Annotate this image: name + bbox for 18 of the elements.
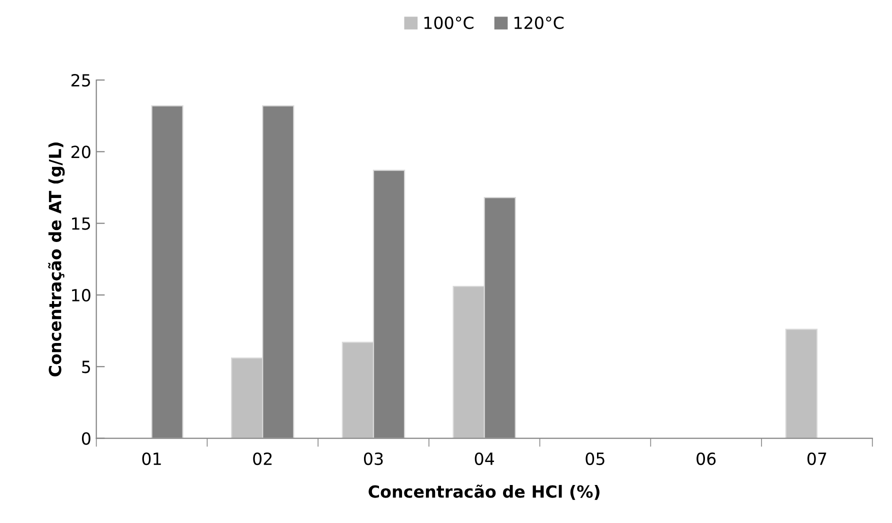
x-tick-label: 01 (142, 452, 161, 466)
x-tick-label: 02 (253, 452, 272, 466)
y-tick-label: 5 (82, 360, 90, 374)
y-tick-label: 15 (72, 218, 90, 230)
y-tick-label: 25 (71, 74, 90, 87)
y-tick-label: 20 (71, 146, 90, 158)
x-axis-title: Concentracão de HCl (%) (368, 484, 600, 500)
x-tick-label: 05 (586, 452, 604, 466)
legend-label: 120°C (514, 16, 564, 30)
bar (785, 328, 818, 438)
y-axis-title: Concentração de AT (g/L) (48, 142, 65, 376)
x-tick-label: 03 (364, 452, 383, 466)
x-tick-label: 07 (807, 452, 826, 466)
y-tick-label: 0 (82, 432, 90, 445)
y-tick-label: 10 (72, 288, 90, 302)
legend-label: 100°C (424, 16, 474, 30)
x-tick-label: 06 (696, 452, 716, 466)
x-tick-label: 04 (474, 452, 494, 466)
